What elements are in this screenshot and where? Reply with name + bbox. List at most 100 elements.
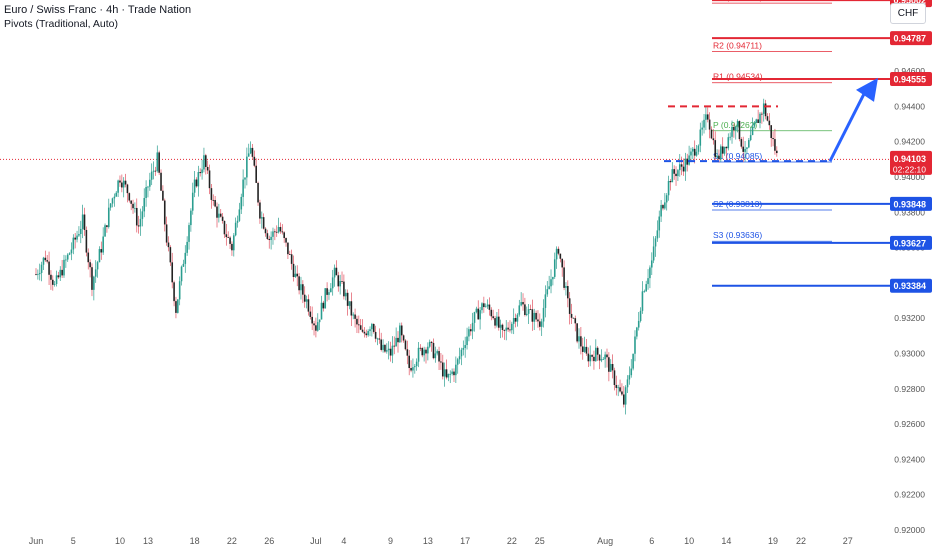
candle-body bbox=[703, 119, 705, 128]
candle-body bbox=[311, 316, 313, 324]
candle-body bbox=[622, 394, 625, 405]
candle-body bbox=[232, 235, 235, 251]
candle-body bbox=[91, 267, 93, 290]
candle-body bbox=[712, 138, 715, 141]
candle-body bbox=[684, 158, 687, 172]
candle-body bbox=[177, 299, 179, 313]
candle-body bbox=[673, 169, 675, 174]
candle-body bbox=[759, 113, 761, 124]
time-tick-label: 22 bbox=[507, 536, 517, 546]
candle-body bbox=[591, 354, 593, 357]
candle-body bbox=[402, 335, 405, 341]
candle-body bbox=[335, 267, 338, 276]
candle-body bbox=[656, 230, 659, 239]
level-badge bbox=[890, 196, 932, 211]
candle-body bbox=[460, 349, 463, 357]
candle-body bbox=[288, 254, 291, 255]
price-tick-label: 0.94000 bbox=[894, 172, 925, 182]
price-tick-label: 0.93800 bbox=[894, 207, 925, 217]
candle-body bbox=[98, 249, 101, 263]
candle-body bbox=[505, 327, 508, 331]
time-tick-label: Jun bbox=[29, 536, 44, 546]
candle-body bbox=[751, 126, 754, 136]
candle-body bbox=[255, 165, 257, 183]
candle-body bbox=[652, 246, 655, 261]
candle-body bbox=[346, 292, 349, 306]
candle-body bbox=[748, 140, 750, 148]
time-tick-label: 10 bbox=[684, 536, 694, 546]
candle-body bbox=[272, 231, 274, 237]
candle-body bbox=[660, 205, 662, 217]
candle-body bbox=[731, 127, 733, 137]
candle-body bbox=[650, 260, 653, 268]
candle-body bbox=[221, 216, 224, 221]
candle-body bbox=[44, 257, 47, 261]
candle-body bbox=[699, 129, 702, 146]
candle-body bbox=[397, 337, 399, 343]
candle-body bbox=[274, 231, 276, 233]
candle-body bbox=[718, 155, 720, 160]
candle-body bbox=[89, 262, 91, 268]
candle-body bbox=[497, 316, 500, 328]
candle-body bbox=[641, 291, 644, 311]
candle-body bbox=[247, 153, 250, 157]
price-axis: 0.92000 0.92200 0.92400 0.92600 0.92800 0.930… bbox=[890, 0, 932, 550]
candle-body bbox=[126, 184, 129, 194]
candle-body bbox=[404, 340, 407, 350]
currency-button[interactable]: CHF bbox=[890, 3, 926, 24]
candle-body bbox=[624, 387, 627, 405]
candle-body bbox=[257, 182, 259, 203]
time-axis-bg bbox=[0, 532, 890, 550]
candle-body bbox=[111, 198, 114, 204]
time-tick-label: 4 bbox=[341, 536, 346, 546]
candle-body bbox=[309, 311, 312, 317]
candle-body bbox=[406, 349, 409, 356]
candle-body bbox=[287, 242, 289, 255]
candle-body bbox=[236, 220, 239, 223]
candle-body bbox=[507, 327, 509, 330]
candle-body bbox=[65, 259, 67, 261]
candle-body bbox=[729, 136, 731, 138]
candle-body bbox=[109, 203, 112, 208]
candle-body bbox=[328, 292, 330, 295]
candle-body bbox=[320, 302, 323, 320]
candle-body bbox=[143, 198, 146, 212]
candle-body bbox=[244, 177, 246, 180]
indicator-label[interactable]: Pivots (Traditional, Auto) bbox=[4, 18, 118, 30]
candle-body bbox=[313, 323, 315, 326]
candle-body bbox=[490, 309, 493, 317]
projection-arrow-shaft bbox=[828, 93, 866, 162]
candle-body bbox=[167, 242, 170, 248]
candle-body bbox=[190, 210, 192, 226]
candle-body bbox=[356, 318, 358, 325]
candle-body bbox=[199, 172, 202, 174]
candle-body bbox=[191, 192, 194, 211]
candle-body bbox=[188, 225, 190, 242]
candle-body bbox=[367, 331, 369, 336]
pivot-label: R1 (0.94534) bbox=[713, 72, 763, 82]
drawing-overlays bbox=[664, 77, 878, 163]
candle-body bbox=[568, 298, 571, 314]
price-tick-label: 0.92200 bbox=[894, 490, 925, 500]
candle-body bbox=[432, 342, 435, 359]
candle-body bbox=[531, 309, 534, 322]
candle-body bbox=[149, 179, 151, 187]
candle-body bbox=[290, 254, 293, 264]
level-badge bbox=[890, 72, 932, 87]
candle-body bbox=[135, 207, 138, 226]
candle-body bbox=[516, 314, 519, 322]
candle-body bbox=[68, 253, 71, 255]
candle-body bbox=[552, 276, 554, 280]
candle-body bbox=[96, 262, 99, 270]
candle-body bbox=[611, 364, 614, 371]
candle-body bbox=[358, 324, 360, 326]
candle-body bbox=[46, 260, 48, 262]
candle-body bbox=[634, 336, 636, 354]
candle-body bbox=[430, 341, 433, 343]
candle-body bbox=[76, 235, 78, 240]
time-tick-label: 9 bbox=[388, 536, 393, 546]
candle-body bbox=[686, 158, 689, 165]
candle-body bbox=[63, 259, 65, 276]
